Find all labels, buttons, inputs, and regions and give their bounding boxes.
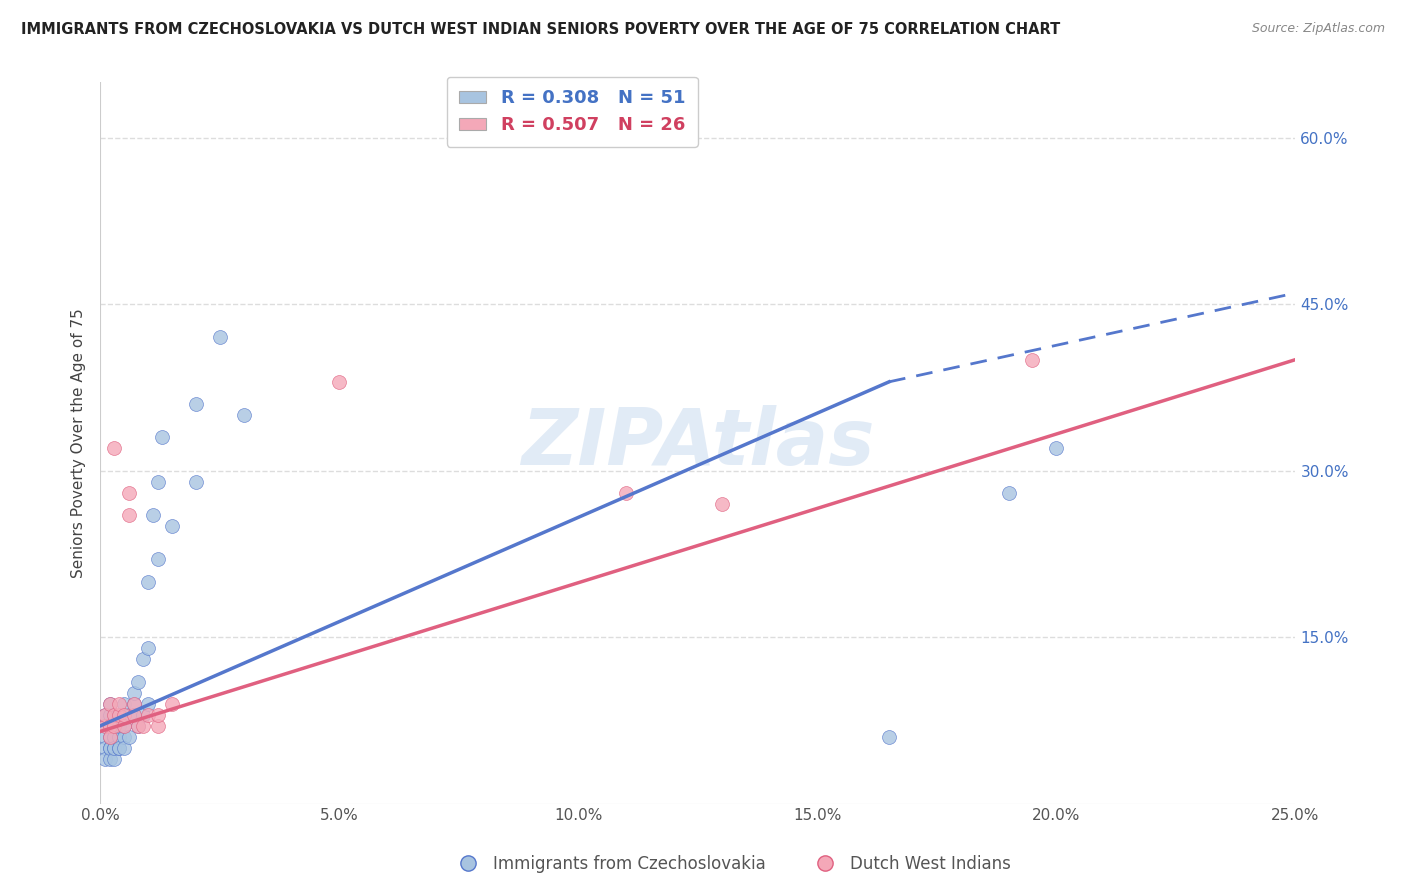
Point [112, 741, 135, 756]
Point [160, 697, 183, 711]
Point [108, 741, 131, 756]
Point [184, 397, 207, 411]
Point [122, 697, 145, 711]
Point [118, 730, 141, 744]
Point [98, 719, 121, 733]
Point [118, 508, 141, 522]
Point [112, 719, 135, 733]
Point [127, 719, 149, 733]
Text: Source: ZipAtlas.com: Source: ZipAtlas.com [1251, 22, 1385, 36]
Point [997, 486, 1019, 500]
Point [142, 508, 165, 522]
Point [614, 486, 637, 500]
Point [103, 741, 125, 756]
Point [122, 685, 145, 699]
Point [94, 707, 117, 722]
Text: IMMIGRANTS FROM CZECHOSLOVAKIA VS DUTCH WEST INDIAN SENIORS POVERTY OVER THE AGE: IMMIGRANTS FROM CZECHOSLOVAKIA VS DUTCH … [21, 22, 1060, 37]
Legend: Immigrants from Czechoslovakia, Dutch West Indians: Immigrants from Czechoslovakia, Dutch We… [446, 848, 1017, 880]
Point [94, 741, 117, 756]
Point [98, 697, 121, 711]
Point [1021, 352, 1043, 367]
Point [146, 475, 169, 489]
Point [112, 697, 135, 711]
Point [132, 707, 155, 722]
Point [103, 730, 125, 744]
Point [208, 330, 231, 344]
Point [98, 730, 121, 744]
Point [98, 741, 121, 756]
Point [94, 707, 117, 722]
Point [146, 552, 169, 566]
Point [127, 674, 149, 689]
Point [103, 741, 125, 756]
Point [103, 719, 125, 733]
Point [94, 752, 117, 766]
Point [877, 730, 900, 744]
Point [136, 707, 159, 722]
Point [103, 707, 125, 722]
Point [112, 730, 135, 744]
Point [94, 730, 117, 744]
Point [232, 408, 254, 422]
Point [127, 719, 149, 733]
Point [136, 641, 159, 656]
Point [103, 752, 125, 766]
Point [103, 730, 125, 744]
Point [108, 741, 131, 756]
Point [98, 741, 121, 756]
Y-axis label: Seniors Poverty Over the Age of 75: Seniors Poverty Over the Age of 75 [72, 308, 86, 578]
Point [94, 719, 117, 733]
Point [150, 430, 173, 444]
Point [118, 707, 141, 722]
Point [136, 697, 159, 711]
Point [103, 719, 125, 733]
Point [112, 707, 135, 722]
Point [112, 719, 135, 733]
Point [108, 707, 131, 722]
Point [98, 707, 121, 722]
Point [132, 719, 155, 733]
Text: ZIPAtlas: ZIPAtlas [522, 405, 875, 481]
Legend: R = 0.308   N = 51, R = 0.507   N = 26: R = 0.308 N = 51, R = 0.507 N = 26 [447, 77, 697, 147]
Point [98, 730, 121, 744]
Point [122, 707, 145, 722]
Point [122, 697, 145, 711]
Point [1045, 442, 1067, 456]
Point [98, 697, 121, 711]
Point [710, 497, 733, 511]
Point [122, 707, 145, 722]
Point [118, 486, 141, 500]
Point [132, 652, 155, 666]
Point [108, 697, 131, 711]
Point [98, 719, 121, 733]
Point [146, 719, 169, 733]
Point [103, 707, 125, 722]
Point [103, 442, 125, 456]
Point [184, 475, 207, 489]
Point [160, 519, 183, 533]
Point [108, 719, 131, 733]
Point [94, 719, 117, 733]
Point [98, 752, 121, 766]
Point [136, 574, 159, 589]
Point [146, 707, 169, 722]
Point [328, 375, 350, 389]
Point [108, 730, 131, 744]
